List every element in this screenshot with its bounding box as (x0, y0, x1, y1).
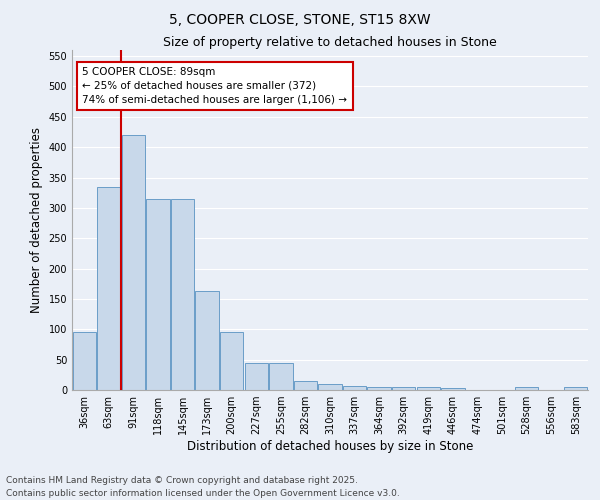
Bar (73, 332, 96, 390)
Bar (441, 388, 464, 390)
Bar (294, 381, 317, 390)
Bar (367, 387, 391, 390)
Bar (564, 387, 587, 390)
Text: 5 COOPER CLOSE: 89sqm
← 25% of detached houses are smaller (372)
74% of semi-det: 5 COOPER CLOSE: 89sqm ← 25% of detached … (82, 67, 347, 105)
Title: Size of property relative to detached houses in Stone: Size of property relative to detached ho… (163, 36, 497, 49)
Bar (97, 186, 121, 390)
Text: 5, COOPER CLOSE, STONE, ST15 8XW: 5, COOPER CLOSE, STONE, ST15 8XW (169, 12, 431, 26)
Bar (392, 387, 415, 390)
Bar (146, 199, 170, 390)
Bar (122, 135, 145, 390)
Bar (171, 199, 194, 390)
Bar (343, 386, 366, 390)
Bar (196, 291, 219, 390)
Text: Contains HM Land Registry data © Crown copyright and database right 2025.
Contai: Contains HM Land Registry data © Crown c… (6, 476, 400, 498)
Y-axis label: Number of detached properties: Number of detached properties (30, 127, 43, 313)
Bar (416, 387, 440, 390)
Bar (269, 362, 293, 390)
Bar (515, 387, 538, 390)
Bar (220, 332, 244, 390)
Bar (319, 384, 341, 390)
Bar (245, 362, 268, 390)
X-axis label: Distribution of detached houses by size in Stone: Distribution of detached houses by size … (187, 440, 473, 453)
